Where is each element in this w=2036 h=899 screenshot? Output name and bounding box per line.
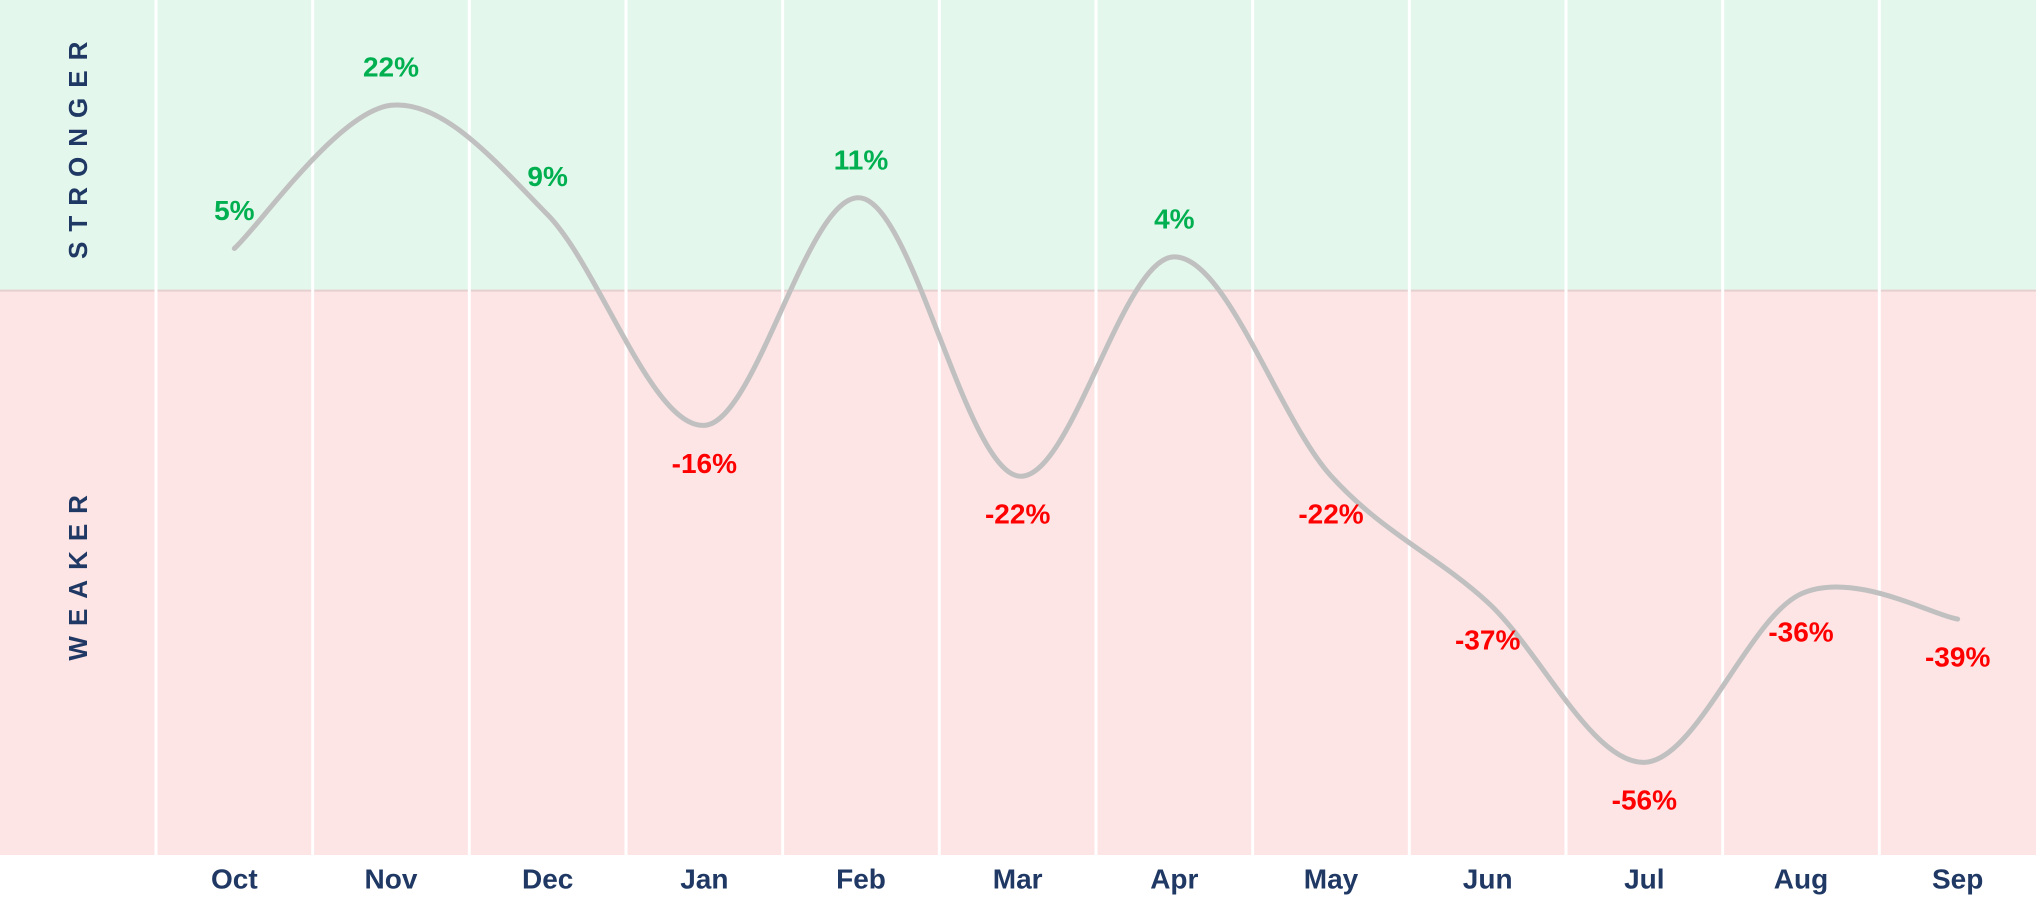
weaker-region [0,290,2036,856]
region-label: WEAKER [63,485,93,661]
stronger-region [0,0,2036,291]
x-tick-label: May [1304,863,1359,894]
x-tick-label: Mar [993,863,1043,894]
x-tick-label: Feb [836,863,886,894]
data-label: -39% [1925,642,1990,673]
data-label: 9% [527,161,568,192]
x-tick-label: Sep [1932,863,1983,894]
x-tick-label: Jul [1624,863,1664,894]
background: STRONGER WEAKER [0,0,2036,856]
x-tick-label: Oct [211,863,258,894]
region-label: STRONGER [63,32,93,259]
data-label: -16% [672,448,737,479]
line [231,102,1961,765]
data-label: -37% [1455,625,1520,656]
data-label: 11% [834,144,889,175]
x-tick-label: Dec [522,863,573,894]
x-tick-label: Nov [365,863,418,894]
data-label: 5% [214,195,255,226]
plot: 5% Oct 22% Nov 9% Dec -16% Jan 11% Feb -22% Mar 4% Ap… [211,52,1990,895]
data-label: 4% [1154,203,1195,234]
data-label: -22% [985,498,1050,529]
x-tick-label: Jan [680,863,728,894]
data-label: -22% [1298,498,1363,529]
x-tick-label: Jun [1463,863,1513,894]
data-label: 22% [363,52,419,83]
x-tick-label: Aug [1774,863,1828,894]
data-label: -56% [1612,785,1677,816]
x-tick-label: Apr [1150,863,1198,894]
data-label: -36% [1768,616,1833,647]
